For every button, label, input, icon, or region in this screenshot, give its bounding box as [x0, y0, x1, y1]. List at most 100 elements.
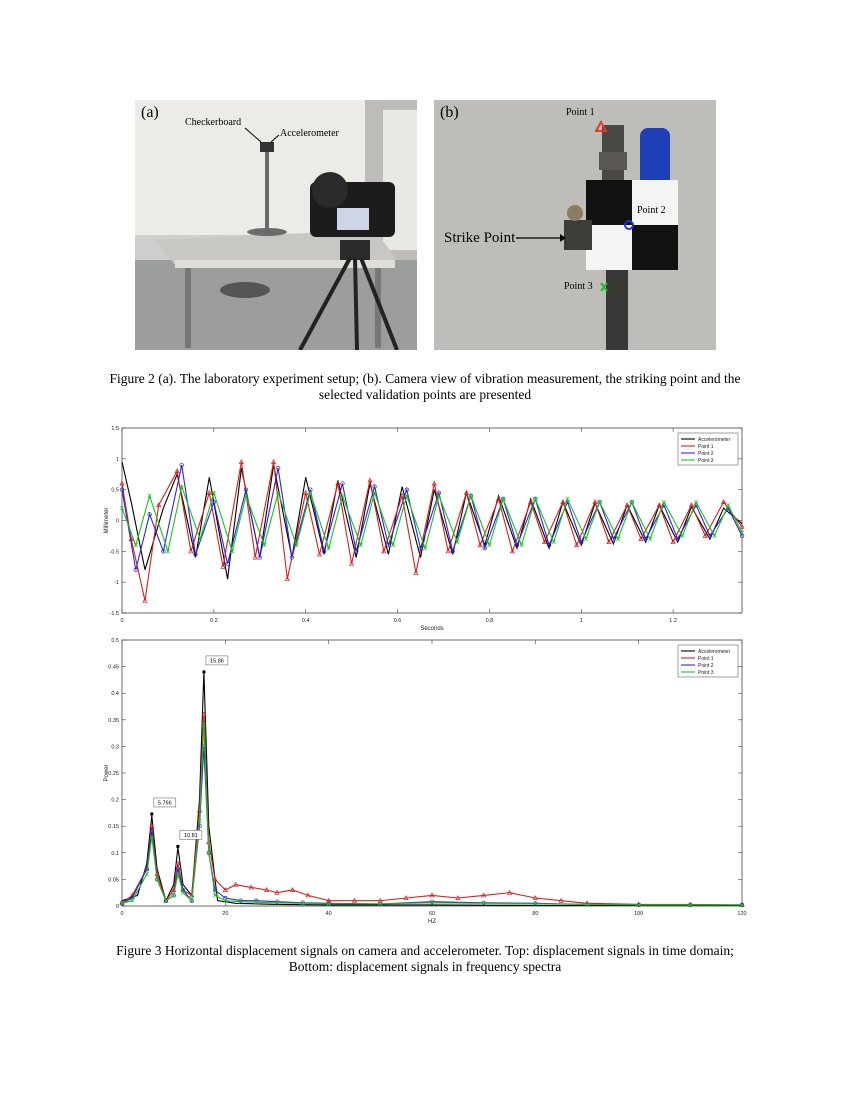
data-point-point-3	[211, 490, 216, 495]
data-point-point-3	[180, 890, 186, 895]
data-point-point-3	[694, 499, 699, 505]
data-point-point-2	[147, 512, 152, 517]
data-point-point-3	[206, 850, 211, 855]
data-point-point-3	[739, 902, 745, 907]
data-point-point-3	[223, 898, 228, 903]
data-point-point-2	[243, 487, 249, 492]
data-point-point-2	[321, 549, 327, 554]
data-point-point-1	[688, 502, 695, 508]
y-tick-label: 0.5	[111, 488, 119, 494]
peak-label-box	[205, 655, 229, 666]
data-point-point-1	[506, 889, 513, 895]
data-point-point-1	[212, 876, 218, 882]
data-point-point-2	[354, 549, 359, 554]
point-1-marker	[594, 119, 608, 132]
data-point-point-3	[276, 490, 281, 495]
data-point-point-3	[688, 902, 693, 907]
data-point-point-1	[233, 881, 239, 887]
camera-view-photo: (b) Point 1 Point 2 Point 3 Strike Point	[434, 100, 716, 350]
series-line-point-3	[121, 725, 742, 906]
data-point-point-3	[133, 543, 138, 548]
data-point-point-1	[445, 548, 451, 554]
data-point-point-1	[560, 499, 566, 504]
data-point-point-2	[211, 499, 217, 505]
data-point-point-3	[565, 496, 570, 501]
data-point-point-3	[198, 536, 203, 542]
data-point-point-3	[294, 543, 299, 548]
data-point-point-2	[201, 744, 207, 749]
data-point-point-3	[629, 499, 634, 505]
camera-view-illustration	[434, 100, 716, 350]
data-point-point-3	[165, 549, 170, 554]
legend-entry: Accelerometer	[698, 437, 731, 443]
data-point-point-1	[532, 895, 538, 900]
data-point-point-3	[163, 898, 168, 903]
data-point-point-1	[248, 884, 254, 890]
figure-2-caption-line-1: Figure 2 (a). The laboratory experiment …	[109, 371, 741, 386]
strike-arrow-head	[560, 234, 566, 242]
x-tick-label: 20	[222, 911, 228, 917]
data-point-point-2	[675, 536, 680, 542]
point-1-label: Point 1	[566, 107, 595, 118]
setup-annotation-arrows	[244, 127, 280, 143]
data-point-point-2	[163, 898, 169, 903]
data-point-point-3	[423, 546, 428, 551]
data-point-point-3	[300, 901, 305, 906]
data-point-point-1	[149, 823, 155, 829]
data-point-point-2	[225, 561, 230, 566]
data-point-point-2	[597, 499, 602, 505]
peak-label: 10.81	[184, 833, 198, 839]
data-point-point-1	[305, 892, 311, 898]
lab-setup-illustration	[135, 100, 417, 350]
data-point-point-2	[450, 549, 455, 554]
data-point-point-1	[326, 897, 332, 903]
data-point-point-2	[739, 533, 745, 539]
data-point-point-1	[403, 895, 409, 900]
data-point-point-3	[739, 530, 745, 535]
data-point-point-1	[463, 489, 470, 495]
legend-entry: Point 2	[698, 663, 714, 669]
data-point-point-3	[583, 536, 588, 542]
data-point-point-1	[455, 895, 461, 900]
y-tick-label: -1	[114, 580, 119, 586]
data-point-point-3	[533, 901, 538, 906]
data-point-point-1	[413, 569, 419, 575]
figure-3-caption-line-2: Bottom: displacement signals in frequenc…	[288, 959, 562, 974]
peak-marker	[150, 812, 154, 816]
x-tick-label: 80	[532, 911, 538, 917]
data-point-point-1	[702, 532, 708, 538]
data-point-point-3	[144, 872, 149, 877]
y-axis-label: Millimeter	[104, 508, 110, 534]
data-point-point-1	[670, 539, 676, 545]
peak-label-box	[153, 797, 177, 808]
data-point-point-1	[303, 489, 309, 495]
y-tick-label: 0	[116, 904, 119, 910]
data-point-point-3	[429, 900, 435, 905]
x-tick-label: 1	[580, 618, 583, 624]
data-point-point-3	[254, 900, 259, 905]
data-point-point-1	[142, 597, 148, 603]
x-tick-label: 0.4	[302, 618, 310, 624]
data-point-point-1	[274, 889, 280, 895]
accelerometer-label: Accelerometer	[280, 128, 339, 139]
x-tick-label: 1.2	[669, 618, 677, 624]
data-point-point-1	[606, 539, 612, 545]
data-point-point-3	[584, 902, 590, 907]
panel-label-a: (a)	[141, 104, 159, 121]
camera-view-markers	[516, 119, 634, 292]
y-tick-label: 0.05	[108, 877, 119, 883]
legend-entry: Point 1	[698, 444, 714, 450]
y-axis-label: Power	[104, 764, 110, 781]
strike-point-label: Strike Point	[444, 230, 516, 246]
data-point-point-2	[429, 899, 435, 904]
plot-area	[121, 639, 743, 907]
data-point-point-1	[367, 477, 373, 483]
data-point-point-3	[201, 723, 206, 728]
y-tick-label: 0.3	[111, 744, 119, 750]
frequency-spectrum-chart: 0 20 40 60 80 100 120 0 0.05 0.1 0.15 0.2 0.25 0.3 0.3…	[104, 638, 747, 925]
point-2-marker	[624, 220, 634, 230]
peak-marker	[176, 844, 180, 848]
data-point-point-3	[358, 543, 363, 548]
data-point-point-3	[680, 533, 685, 538]
series-line-point-1	[121, 714, 743, 906]
